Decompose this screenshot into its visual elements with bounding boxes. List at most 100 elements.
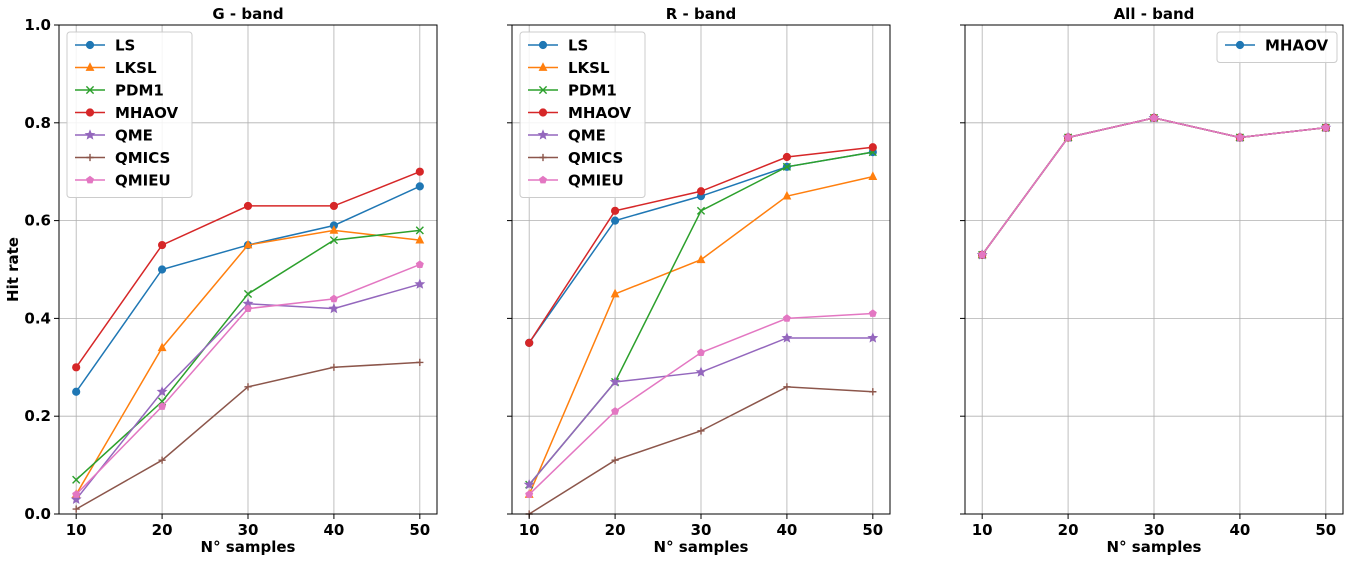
data-point bbox=[610, 288, 620, 298]
data-point bbox=[414, 278, 426, 289]
legend-marker bbox=[538, 62, 548, 71]
data-point bbox=[243, 289, 253, 299]
legend-marker bbox=[538, 85, 548, 95]
data-point bbox=[781, 332, 793, 343]
data-point bbox=[72, 363, 81, 372]
data-point bbox=[157, 265, 167, 274]
legend-item: LKSL bbox=[528, 59, 610, 77]
data-point bbox=[72, 505, 80, 513]
legend-label: MHAOV bbox=[568, 104, 631, 122]
legend-marker bbox=[85, 40, 95, 50]
legend-label: QMICS bbox=[568, 149, 623, 167]
y-tick-label: 0.0 bbox=[24, 505, 51, 523]
legend-label: MHAOV bbox=[115, 104, 178, 122]
series-unnamed-6 bbox=[978, 113, 1330, 259]
y-tick-label: 0.6 bbox=[24, 212, 51, 230]
x-tick-label: 50 bbox=[409, 521, 430, 539]
legend-marker bbox=[539, 153, 547, 162]
data-point bbox=[978, 250, 987, 259]
data-point bbox=[70, 493, 82, 504]
series-qmieu bbox=[72, 260, 424, 498]
chart-title: R - band bbox=[666, 5, 737, 23]
data-point bbox=[415, 167, 424, 176]
series-qme bbox=[70, 278, 426, 504]
data-point bbox=[329, 294, 338, 303]
x-tick-label: 20 bbox=[1058, 521, 1079, 539]
legend: MHAOV bbox=[1216, 31, 1338, 63]
legend-label: LKSL bbox=[115, 59, 157, 77]
data-point bbox=[243, 304, 253, 313]
legend-marker bbox=[85, 62, 95, 71]
data-point bbox=[869, 388, 877, 396]
legend-marker bbox=[538, 175, 548, 184]
data-point bbox=[782, 190, 792, 200]
data-point bbox=[72, 475, 81, 484]
legend-item: LS bbox=[75, 37, 135, 55]
legend-label: QME bbox=[568, 127, 606, 145]
data-point bbox=[611, 407, 620, 415]
x-tick-label: 20 bbox=[605, 521, 626, 539]
legend-item: MHAOV bbox=[528, 104, 631, 122]
legend-item: QME bbox=[75, 127, 153, 145]
data-point bbox=[696, 206, 706, 215]
y-tick-label: 1.0 bbox=[24, 16, 51, 34]
series-mhaov bbox=[72, 167, 424, 372]
data-point bbox=[1235, 133, 1244, 141]
chart-panel-1: 10 20 30 40 50 0.0 0.2 0.4 0.6 0.8 1.0 G - band N° s… bbox=[4, 5, 438, 556]
x-tick-label: 30 bbox=[691, 521, 712, 539]
legend-marker bbox=[538, 40, 548, 50]
x-tick-label: 40 bbox=[1229, 521, 1250, 539]
legend-item: LKSL bbox=[75, 59, 157, 77]
data-point bbox=[1064, 133, 1073, 141]
data-point bbox=[329, 225, 339, 234]
legend-item: QMIEU bbox=[528, 172, 624, 190]
data-point bbox=[72, 490, 81, 498]
data-point bbox=[243, 201, 253, 211]
data-point bbox=[244, 383, 252, 391]
legend-item: QMICS bbox=[75, 149, 170, 167]
data-point bbox=[329, 201, 339, 211]
legend-item: QME bbox=[528, 127, 606, 145]
x-tick-label: 30 bbox=[1144, 521, 1165, 539]
legend-item: MHAOV bbox=[1225, 37, 1328, 55]
legend-marker bbox=[84, 129, 96, 140]
data-point bbox=[783, 383, 791, 391]
data-point bbox=[696, 254, 706, 264]
series-qmics bbox=[525, 383, 877, 518]
data-point bbox=[696, 348, 706, 357]
legend-marker bbox=[85, 108, 95, 117]
data-point bbox=[158, 402, 167, 410]
x-tick-label: 40 bbox=[776, 521, 797, 539]
legend: LS LKSL PDM1 MHAOV QME QMICS QMIEU bbox=[66, 31, 193, 198]
data-point bbox=[1321, 123, 1330, 132]
legend-label: QMIEU bbox=[568, 172, 624, 190]
legend-label: PDM1 bbox=[115, 82, 164, 100]
legend-box bbox=[519, 31, 646, 198]
data-point bbox=[415, 182, 424, 191]
legend-marker bbox=[537, 129, 549, 140]
legend-label: LKSL bbox=[568, 59, 610, 77]
data-point bbox=[415, 234, 425, 244]
data-point bbox=[868, 309, 877, 317]
x-tick-label: 50 bbox=[1315, 521, 1336, 539]
data-point bbox=[525, 338, 534, 347]
legend-label: LS bbox=[568, 37, 588, 55]
data-point bbox=[523, 478, 535, 490]
data-point bbox=[157, 240, 167, 250]
data-point bbox=[157, 342, 167, 352]
x-tick-label: 30 bbox=[238, 521, 259, 539]
series-mhaov bbox=[525, 143, 877, 347]
y-tick-label: 0.8 bbox=[24, 114, 51, 132]
data-point bbox=[415, 260, 424, 269]
x-axis-label: N° samples bbox=[201, 538, 296, 556]
x-tick-label: 20 bbox=[152, 521, 173, 539]
x-tick-label: 10 bbox=[972, 521, 993, 539]
legend-item: QMIEU bbox=[75, 172, 171, 190]
data-point bbox=[782, 152, 792, 162]
data-point bbox=[611, 456, 619, 464]
data-point bbox=[156, 386, 168, 397]
y-axis-label: Hit rate bbox=[4, 237, 22, 302]
chart-title: All - band bbox=[1114, 5, 1195, 23]
legend-item: PDM1 bbox=[528, 82, 617, 100]
